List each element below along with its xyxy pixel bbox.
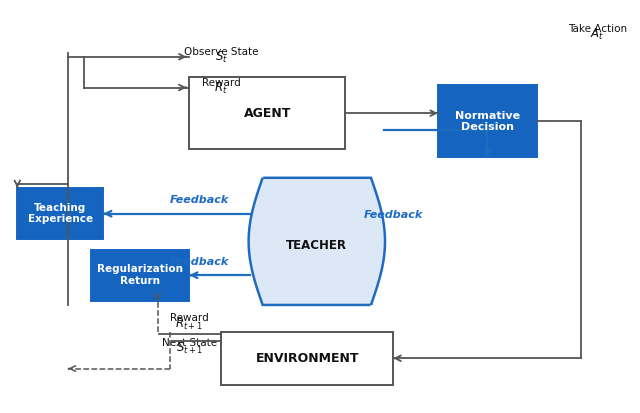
- Text: $R_{t+1}$: $R_{t+1}$: [175, 316, 204, 332]
- FancyBboxPatch shape: [438, 85, 537, 157]
- Text: Normative
Decision: Normative Decision: [454, 111, 520, 132]
- Text: $R_t$: $R_t$: [214, 81, 228, 96]
- Text: Teaching
Experience: Teaching Experience: [28, 203, 93, 225]
- Text: Regularization
Return: Regularization Return: [97, 264, 183, 286]
- Text: ENVIRONMENT: ENVIRONMENT: [255, 352, 359, 365]
- FancyBboxPatch shape: [221, 332, 394, 385]
- Text: Feedback: Feedback: [364, 210, 423, 220]
- Text: Take Action: Take Action: [568, 24, 627, 34]
- Text: $A_t$: $A_t$: [590, 27, 604, 43]
- Text: Reward: Reward: [202, 78, 241, 88]
- Text: Feedback: Feedback: [170, 257, 228, 267]
- FancyBboxPatch shape: [189, 77, 346, 149]
- Text: Next State: Next State: [162, 338, 217, 348]
- Text: Observe State: Observe State: [184, 47, 259, 57]
- Text: Feedback: Feedback: [170, 195, 228, 205]
- Text: TEACHER: TEACHER: [286, 239, 348, 252]
- Text: $S_t$: $S_t$: [215, 50, 228, 65]
- Polygon shape: [248, 178, 385, 305]
- Text: $S_{t+1}$: $S_{t+1}$: [176, 341, 203, 356]
- FancyBboxPatch shape: [17, 188, 103, 239]
- Text: AGENT: AGENT: [244, 107, 291, 120]
- FancyBboxPatch shape: [91, 249, 189, 301]
- Text: Reward: Reward: [170, 313, 209, 323]
